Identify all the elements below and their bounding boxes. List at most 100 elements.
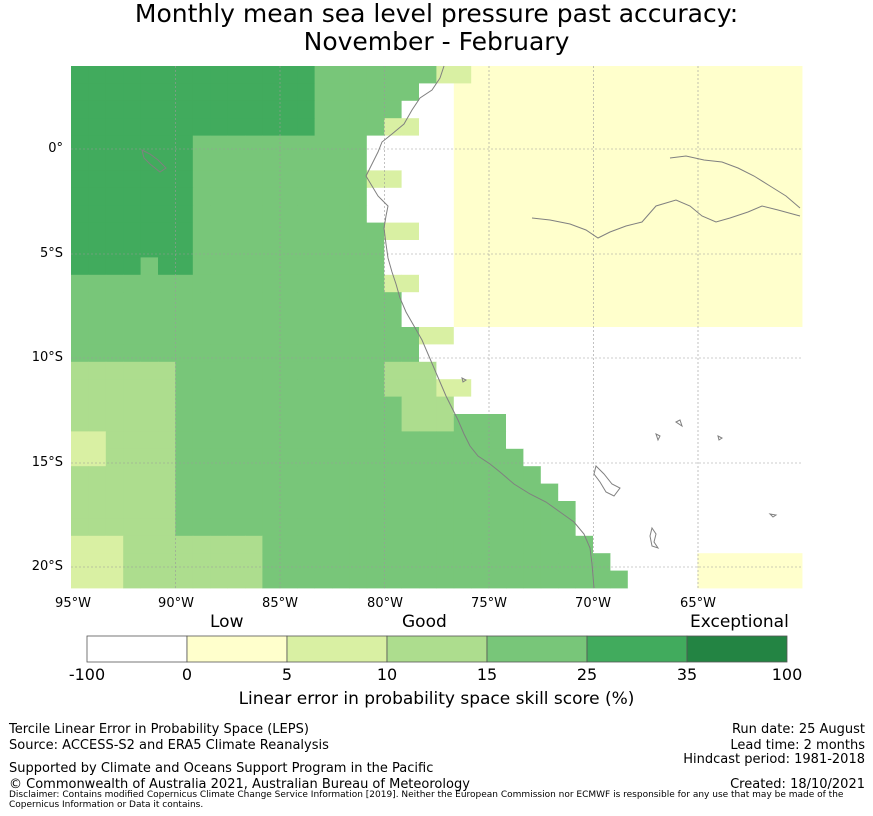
skill-cell [714, 222, 733, 241]
skill-cell [558, 309, 576, 328]
skill-cell [401, 118, 420, 136]
skill-cell [610, 292, 629, 310]
skill-cell [714, 292, 733, 310]
skill-cell [140, 361, 159, 380]
skill-cell [175, 83, 194, 102]
skill-cell [158, 414, 176, 432]
skill-cell [593, 83, 611, 102]
skill-cell [506, 170, 524, 189]
skill-cell [593, 553, 611, 571]
skill-cell [593, 431, 611, 450]
skill-cell [540, 553, 559, 571]
skill-cell [540, 535, 559, 554]
skill-cell [366, 535, 385, 554]
skill-cell [105, 361, 124, 380]
skill-cell [488, 570, 507, 589]
skill-cell [349, 396, 368, 415]
skill-cell [558, 396, 576, 415]
skill-cell [88, 66, 107, 84]
skill-cell [227, 396, 246, 415]
skill-cell [401, 187, 420, 206]
skill-cell [279, 431, 298, 450]
skill-cell [523, 257, 542, 276]
skill-cell [749, 518, 768, 537]
skill-cell [158, 535, 176, 554]
skill-cell [158, 466, 176, 484]
lon-label-75w: 75°W [471, 596, 507, 611]
skill-cell [262, 240, 281, 258]
skill-cell [245, 553, 263, 571]
skill-cell [332, 187, 350, 206]
skill-cell [262, 361, 281, 380]
small-island-6 [461, 377, 467, 383]
skill-cell [593, 187, 611, 206]
skill-cell [558, 361, 576, 380]
skill-cell [332, 83, 350, 102]
skill-cell [540, 501, 559, 519]
skill-cell [245, 379, 263, 397]
skill-cell [697, 518, 716, 537]
skill-cell [88, 222, 107, 241]
skill-cell [123, 344, 141, 363]
skill-cell [366, 118, 385, 136]
skill-cell [401, 431, 420, 450]
skill-cell [523, 83, 542, 102]
skill-cell [192, 501, 211, 519]
skill-cell [227, 135, 246, 154]
skill-cell [332, 327, 350, 345]
skill-cell [540, 240, 559, 258]
skill-cell [697, 274, 716, 293]
skill-cell [349, 118, 368, 136]
skill-cell [801, 170, 803, 189]
skill-cell [662, 379, 681, 397]
skill-cell [662, 100, 681, 119]
skill-cell [523, 396, 542, 415]
skill-cell [158, 187, 176, 206]
skill-cell [245, 292, 263, 310]
skill-cell [784, 240, 803, 258]
skill-cell [784, 431, 803, 450]
skill-cell [471, 553, 489, 571]
small-island-2 [675, 419, 683, 428]
skill-cell [158, 240, 176, 258]
skill-cell [645, 466, 663, 484]
skill-cell [575, 100, 594, 119]
skill-cell [662, 309, 681, 328]
skill-cell [680, 483, 698, 502]
skill-cell [192, 274, 211, 293]
footer-support: Supported by Climate and Oceans Support … [9, 761, 434, 776]
skill-cell [332, 153, 350, 171]
skill-cell [680, 100, 698, 119]
skill-cell [175, 153, 194, 171]
skill-cell [523, 431, 542, 450]
skill-cell [71, 483, 89, 502]
skill-cell [401, 535, 420, 554]
skill-cell [732, 361, 750, 380]
skill-cell [349, 100, 368, 119]
skill-cell [714, 327, 733, 345]
skill-cell [279, 257, 298, 276]
skill-cell [575, 118, 594, 136]
lat-label-15s: 15°S [31, 455, 63, 470]
skill-cell [558, 118, 576, 136]
skill-cell [627, 222, 646, 241]
skill-cell [714, 518, 733, 537]
skill-cell [749, 553, 768, 571]
skill-cell [105, 240, 124, 258]
skill-cell [349, 292, 368, 310]
skill-cell [680, 396, 698, 415]
skill-cell [697, 240, 716, 258]
skill-cell [192, 535, 211, 554]
skill-cell [540, 292, 559, 310]
skill-cell [245, 118, 263, 136]
skill-cell [627, 448, 646, 467]
skill-cell [262, 501, 281, 519]
skill-cell [714, 344, 733, 363]
skill-cell [453, 535, 472, 554]
skill-cell [349, 83, 368, 102]
skill-cell [192, 100, 211, 119]
skill-cell [140, 187, 159, 206]
skill-cell [540, 66, 559, 84]
skill-cell [314, 414, 333, 432]
skill-cell [210, 100, 228, 119]
